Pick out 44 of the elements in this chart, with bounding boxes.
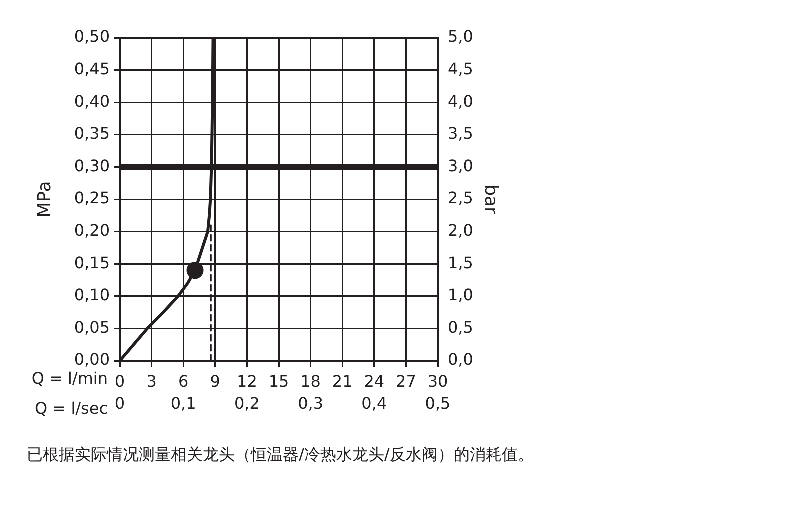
x-tick-label: 24 xyxy=(364,372,385,391)
x-tick-label: 3 xyxy=(146,372,157,391)
y-tick-label: 0,30 xyxy=(74,156,110,176)
y-tick-label: 0,00 xyxy=(74,350,110,370)
y-tick-label: 0,20 xyxy=(74,220,110,240)
x-tick-label: 18 xyxy=(300,372,321,391)
y-tick-label: 0,50 xyxy=(74,27,110,46)
y2-tick-label: 3,0 xyxy=(448,156,474,176)
x-tick-label: 15 xyxy=(268,372,290,391)
x2-tick-label: 0,4 xyxy=(362,394,388,413)
y2-tick-label: 1,0 xyxy=(448,286,474,305)
y2-tick-label: 2,5 xyxy=(448,188,474,208)
y2-tick-label: 4,0 xyxy=(448,92,474,111)
y2-tick-label: 4,5 xyxy=(448,59,474,78)
x-tick-label: 6 xyxy=(178,372,189,391)
y-tick-label: 0,40 xyxy=(74,92,110,111)
x-tick-label: 21 xyxy=(332,372,353,391)
y-tick-label: 0,45 xyxy=(74,59,110,78)
x2-tick-label: 0,2 xyxy=(234,394,260,413)
y2-tick-label: 3,5 xyxy=(448,124,474,144)
y2-axis-title: bar xyxy=(480,184,502,216)
y2-tick-label: 5,0 xyxy=(448,27,474,46)
text: 已根据实际情况测量相关龙头（恒温器/冷热水龙头/反水阀）的消耗值。 xyxy=(27,445,534,464)
x-tick-label: 12 xyxy=(237,372,258,391)
y-tick-label: 0,25 xyxy=(74,188,110,208)
x-tick-label: 9 xyxy=(210,372,220,391)
y-axis-title: MPa xyxy=(34,181,56,218)
x2-tick-label: 0,5 xyxy=(425,394,451,413)
y-tick-label: 0,10 xyxy=(74,286,110,305)
x-tick-label: 0 xyxy=(114,372,126,391)
x2-tick-label: 0,1 xyxy=(170,394,196,413)
y-tick-label: 0,05 xyxy=(74,318,110,337)
x-tick-label: 27 xyxy=(396,372,416,391)
x-tick-label: 30 xyxy=(428,372,448,391)
x2-tick-label: 0 xyxy=(114,394,126,413)
y-tick-label: 0,15 xyxy=(74,253,110,272)
y-tick-label: 0,35 xyxy=(74,124,110,144)
x2-tick-label: 0,3 xyxy=(298,394,324,413)
x-axis-title: Q = l/min xyxy=(32,369,108,388)
y2-tick-label: 1,5 xyxy=(448,253,474,272)
y2-tick-label: 2,0 xyxy=(448,220,474,240)
x2-axis-title: Q = l/sec xyxy=(35,399,108,418)
y2-tick-label: 0,5 xyxy=(448,318,474,337)
y2-tick-label: 0,0 xyxy=(448,350,474,370)
